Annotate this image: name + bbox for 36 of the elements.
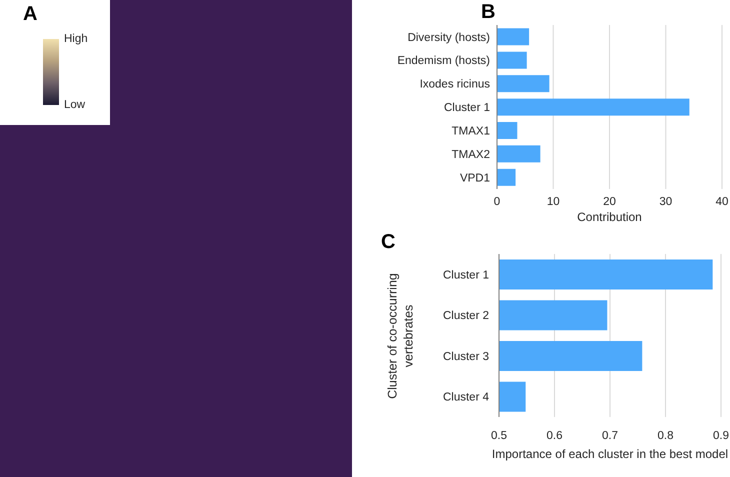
x-tick-label: 0.5 [491,430,507,442]
chart-title: B [481,1,496,23]
x-tick-label: 0.7 [602,430,618,442]
x-tick-label: 20 [603,196,616,208]
y-tick-label: VPD1 [460,172,490,184]
text: High [64,32,88,47]
bar [497,145,540,162]
y-axis-title: Cluster of co-occurring vertebrates [384,272,416,400]
x-tick-label: 0.8 [658,430,674,442]
chart-title: C [381,231,396,253]
bar [497,122,518,139]
y-tick-label: Cluster 3 [442,350,489,363]
x-axis-title: Importance of each cluster in the best model [492,447,728,461]
text: A [23,3,38,25]
x-tick-label: 40 [716,196,728,208]
x-tick-label: 10 [546,196,560,208]
y-tick-label: Endemism (hosts) [397,55,490,68]
y-tick-label: Ixodes ricinus [420,78,490,91]
y-tick-label: Cluster 2 [442,310,489,322]
y-tick-label: TMAX1 [452,126,490,138]
bar [497,52,527,69]
text: Low [64,98,86,113]
x-tick-label: 0 [494,196,500,208]
x-tick-label: 30 [659,196,672,208]
y-tick-label: Cluster 4 [442,392,490,404]
bar [497,75,550,92]
x-tick-label: 0.6 [546,430,562,442]
x-axis-title: Contribution [577,210,642,224]
y-tick-label: TMAX2 [452,148,490,161]
bar [497,28,530,46]
bar [497,168,516,186]
y-tick-label: Diversity (hosts) [408,32,490,44]
x-tick-label: 0.9 [713,430,729,442]
y-tick-label: Cluster 1 [442,269,489,282]
y-tick-label: Cluster 1 [444,102,490,114]
bar [497,98,690,116]
